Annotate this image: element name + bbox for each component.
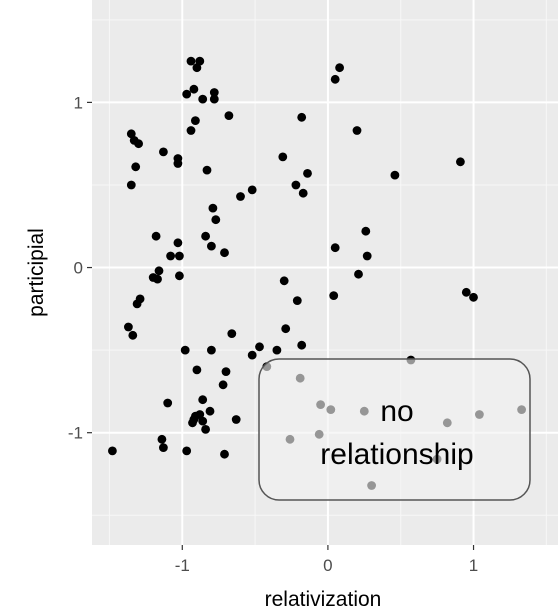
data-point (303, 169, 312, 178)
data-point (461, 287, 471, 297)
annotation-line-no: no (380, 395, 413, 428)
data-point (279, 276, 289, 286)
annotation-line-relationship: relationship (320, 438, 473, 471)
data-point (134, 139, 144, 149)
data-point (192, 365, 202, 375)
data-point (126, 129, 136, 139)
data-point (361, 226, 371, 236)
data-point (221, 367, 231, 376)
data-point (335, 63, 344, 73)
annotation-box (258, 358, 531, 501)
data-point (198, 416, 208, 426)
data-point (198, 94, 208, 104)
data-point (220, 449, 229, 459)
data-point (362, 251, 372, 261)
y-axis-title: participial (25, 228, 48, 317)
data-point (207, 345, 216, 355)
data-point (390, 170, 400, 180)
data-point (175, 251, 184, 261)
x-tick-label: -1 (175, 556, 190, 575)
data-point (166, 251, 176, 261)
data-point (198, 395, 208, 405)
data-point (182, 89, 192, 99)
data-point (224, 111, 234, 120)
data-point (195, 410, 205, 419)
data-point (192, 63, 202, 73)
data-point (151, 231, 161, 241)
y-tick-label: 1 (74, 93, 83, 112)
data-point (173, 238, 183, 248)
data-point (153, 274, 162, 284)
data-point (202, 165, 212, 175)
data-point (163, 398, 173, 408)
data-point (159, 147, 168, 157)
data-point (201, 231, 211, 241)
data-point (330, 74, 340, 84)
data-point (186, 56, 196, 66)
data-point (272, 345, 282, 355)
data-point (220, 248, 229, 258)
y-tick-label: -1 (68, 424, 83, 443)
data-point (227, 329, 237, 338)
data-point (297, 112, 307, 122)
data-point (211, 215, 221, 225)
data-point (207, 241, 216, 251)
data-point (201, 425, 211, 434)
x-tick-label: 0 (323, 556, 332, 575)
data-point (281, 324, 291, 334)
data-point (456, 157, 465, 167)
x-axis-title: relativization (265, 588, 382, 611)
data-point (189, 84, 199, 94)
data-point (195, 56, 205, 66)
data-point (469, 292, 478, 302)
data-point (329, 291, 339, 300)
data-point (154, 266, 164, 276)
data-point (255, 342, 264, 352)
data-point (231, 415, 241, 424)
data-point (205, 406, 215, 416)
data-point (191, 116, 200, 125)
data-point (159, 443, 168, 452)
data-point (126, 180, 136, 190)
data-point (182, 446, 192, 456)
data-point (128, 330, 138, 340)
data-point (180, 345, 190, 355)
data-point (108, 446, 117, 456)
data-point (132, 299, 142, 309)
data-point (247, 185, 257, 195)
data-point (209, 94, 219, 104)
data-point (186, 126, 196, 135)
data-point (330, 243, 340, 253)
data-point (208, 203, 218, 213)
data-point (352, 126, 362, 135)
data-point (247, 350, 257, 360)
data-point (175, 271, 184, 281)
data-point (297, 340, 307, 350)
data-point (292, 296, 302, 305)
data-point (209, 88, 219, 97)
axes: -1 0 1 -1 0 1 (68, 93, 478, 575)
data-point (189, 415, 199, 424)
y-tick-label: 0 (74, 259, 83, 278)
data-point (123, 322, 133, 332)
data-point (218, 380, 228, 390)
data-point (131, 162, 141, 172)
data-point (298, 188, 308, 198)
data-point (354, 269, 363, 279)
data-point (236, 192, 245, 201)
data-point (291, 180, 301, 190)
data-point (278, 152, 288, 162)
x-tick-label: 1 (469, 556, 478, 575)
data-point (157, 434, 167, 444)
data-point (173, 159, 183, 168)
